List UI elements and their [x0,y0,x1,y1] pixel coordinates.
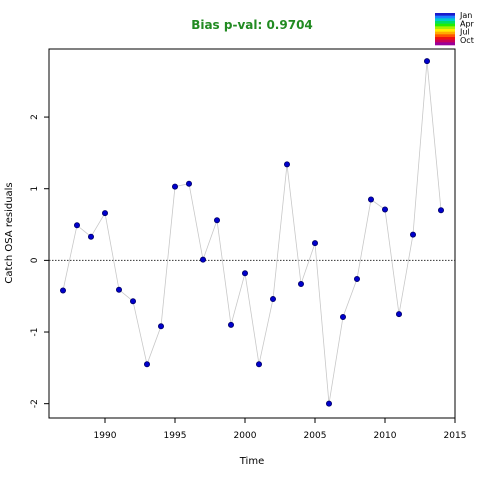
legend-color-swatch [435,34,455,38]
x-tick-label: 2000 [234,431,257,441]
legend-color-swatch [435,29,455,32]
legend-color-swatch [435,15,455,19]
series-line [62,61,442,404]
x-axis-title: Time [239,456,264,467]
data-point [423,58,430,65]
data-point [213,217,220,224]
data-point [157,323,164,330]
legend-color-swatch [435,21,455,24]
data-point [269,296,276,303]
data-point [409,231,416,238]
legend-color-swatch [435,39,455,43]
y-tick-label: 0 [30,257,40,263]
data-point [311,240,318,247]
legend-color-swatch [435,31,455,35]
y-axis-title: Catch OSA residuals [4,182,15,283]
x-tick-label: 2015 [444,431,467,441]
data-point [437,207,444,214]
data-point [297,281,304,288]
x-axis: 1990 1995 2000 2005 2010 2015 [94,418,467,441]
data-point [74,222,81,229]
x-tick-label: 2010 [374,431,397,441]
legend-color-swatch [435,18,455,22]
y-tick-label: 1 [30,186,40,192]
data-point [116,286,123,293]
data-point [381,206,388,213]
data-point [395,311,402,318]
legend-color-swatch [435,26,455,30]
legend-label: Jan [459,11,472,20]
data-point [88,233,95,240]
x-tick-label: 1990 [94,431,117,441]
data-point [325,400,332,407]
legend-color-swatch [435,37,455,40]
data-point [241,270,248,277]
legend-color-swatch [435,23,455,27]
data-point [143,361,150,368]
data-point [339,313,346,320]
chart-title: Bias p-val: 0.9704 [191,18,313,32]
data-point [353,275,360,282]
y-tick-label: -1 [30,328,40,337]
legend-label: Jul [459,28,470,37]
y-tick-label: 2 [30,114,40,120]
data-point [102,210,109,217]
y-axis: -2 -1 0 1 2 [30,114,49,408]
y-tick-label: -2 [30,399,40,408]
x-tick-label: 2005 [304,431,327,441]
legend-color-swatch [435,13,455,16]
data-point [129,298,136,305]
plot-frame [48,48,456,419]
data-point [283,161,290,168]
data-point [227,321,234,328]
data-point [367,196,374,203]
legend-label: Apr [460,19,475,28]
data-point [199,256,206,263]
legend-label: Oct [460,36,474,45]
data-points [60,58,444,407]
data-point [185,180,192,187]
data-point [60,287,67,294]
data-point [255,361,262,368]
x-tick-label: 1995 [164,431,187,441]
legend-color-swatch [435,42,455,46]
data-point [171,183,178,190]
